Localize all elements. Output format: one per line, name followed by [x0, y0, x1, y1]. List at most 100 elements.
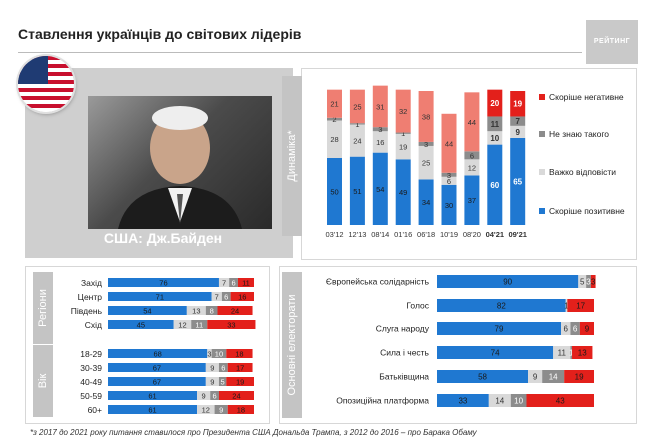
bar-segment	[441, 176, 457, 185]
bar-segment	[108, 363, 206, 372]
data-label: 13	[192, 307, 200, 316]
x-tick-label: 12'13	[348, 230, 366, 239]
data-label: 82	[497, 302, 506, 311]
bar-segment	[108, 405, 198, 414]
bar-segment	[464, 175, 480, 225]
data-label: 11	[195, 321, 203, 330]
bar-segment	[205, 363, 219, 372]
regions-label-box: Регіони	[33, 272, 53, 344]
data-label: 8	[210, 307, 214, 316]
bar-segment	[542, 370, 565, 383]
data-label: 18	[235, 350, 243, 359]
bar-segment	[437, 346, 554, 359]
bar-segment	[510, 394, 527, 407]
data-label: 33	[227, 321, 235, 330]
bar-segment	[567, 299, 594, 312]
x-tick-label: 10'19	[440, 230, 458, 239]
bar-segment	[226, 349, 253, 358]
x-tick-label: 06'18	[417, 230, 435, 239]
data-label: 24	[232, 392, 240, 401]
bar-segment	[418, 145, 434, 180]
data-label: 34	[422, 198, 430, 207]
dynamics-label-box: Динаміка*	[282, 76, 302, 236]
bar-segment	[564, 370, 594, 383]
data-label: 37	[468, 196, 476, 205]
bar-segment	[579, 322, 594, 335]
bar-segment	[207, 349, 212, 358]
row-label: Слуга народу	[376, 324, 430, 334]
x-tick-label: 09'21	[508, 230, 526, 239]
data-label: 3	[424, 140, 428, 149]
bar-segment	[218, 391, 254, 400]
bar-segment	[510, 125, 526, 138]
data-label: 49	[399, 188, 407, 197]
title-divider	[18, 52, 582, 53]
bar-segment	[528, 370, 543, 383]
bar-segment	[464, 151, 480, 160]
data-label: 50	[330, 188, 338, 197]
bar-segment	[205, 306, 218, 315]
bar-segment	[395, 159, 411, 225]
data-label: 68	[153, 350, 161, 359]
bar-segment	[586, 275, 591, 288]
bar-segment	[561, 322, 571, 335]
data-label: 6	[564, 325, 569, 334]
bar-segment	[349, 123, 365, 125]
bar-segment	[327, 158, 342, 225]
data-label: 12	[202, 406, 210, 415]
data-label: 11	[491, 120, 500, 129]
bar-segment	[418, 179, 434, 225]
bar-segment	[464, 159, 480, 176]
legend-label: Скоріше негативне	[549, 92, 624, 102]
data-label: 44	[468, 118, 476, 127]
bar-segment	[218, 377, 227, 386]
bar-segment	[218, 278, 230, 287]
data-label: 74	[491, 349, 500, 358]
data-label: 19	[513, 100, 522, 109]
leader-photo	[88, 96, 272, 229]
data-label: 31	[376, 102, 384, 111]
bar-segment	[437, 370, 529, 383]
bar-segment	[227, 405, 254, 414]
data-label: 1	[569, 349, 574, 358]
data-label: 16	[238, 293, 246, 302]
data-label: 58	[478, 373, 487, 382]
data-label: 24	[353, 137, 361, 146]
bar-segment	[349, 156, 365, 225]
bar-segment	[526, 394, 594, 407]
data-label: 30	[445, 201, 453, 210]
bar-segment	[464, 92, 480, 152]
x-tick-label: 01'16	[394, 230, 412, 239]
data-label: 13	[578, 349, 587, 358]
legend-label: Важко відповісти	[549, 167, 616, 177]
data-label: 67	[153, 378, 161, 387]
data-label: 6	[231, 279, 235, 288]
data-label: 3	[207, 350, 211, 359]
data-label: 3	[378, 125, 382, 134]
data-label: 6	[224, 293, 228, 302]
bar-segment	[437, 322, 562, 335]
bar-segment	[108, 306, 187, 315]
bar-segment	[349, 89, 365, 124]
row-label: Південь	[71, 306, 103, 316]
data-label: 5	[580, 278, 585, 287]
bar-segment	[197, 391, 211, 400]
legend-label: Скоріше позитивне	[549, 206, 625, 216]
row-label: 50-59	[80, 391, 102, 401]
data-label: 79	[495, 325, 504, 334]
data-label: 19	[575, 373, 584, 382]
data-label: 7	[215, 293, 219, 302]
data-label: 90	[503, 278, 512, 287]
data-label: 9	[202, 392, 206, 401]
data-label: 6	[212, 392, 216, 401]
row-label: Схід	[85, 320, 102, 330]
row-label: 30-39	[80, 363, 102, 373]
row-label: Батьківщина	[379, 372, 429, 382]
data-label: 61	[148, 406, 156, 415]
legend-swatch	[539, 208, 545, 214]
bar-segment	[553, 346, 571, 359]
x-tick-label: 03'12	[325, 230, 343, 239]
bar-segment	[327, 120, 342, 158]
legend-label: Не знаю такого	[549, 129, 609, 139]
